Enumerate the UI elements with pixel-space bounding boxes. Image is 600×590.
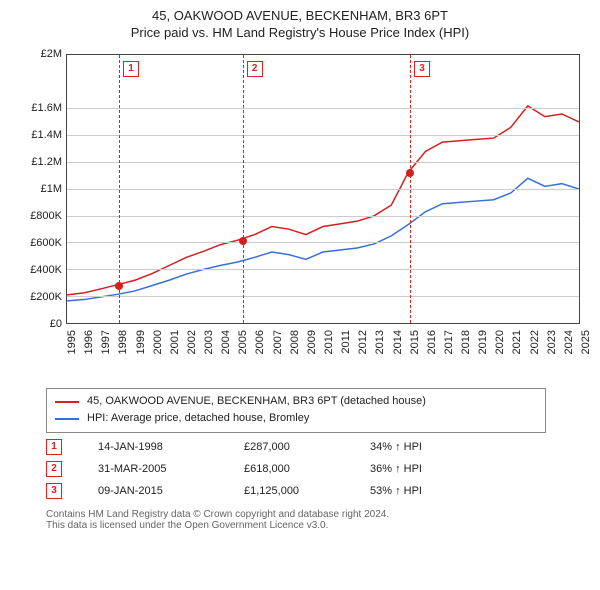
- title-line2: Price paid vs. HM Land Registry's House …: [10, 25, 590, 42]
- event-row-1: 2 31-MAR-2005 £618,000 36% ↑ HPI: [46, 461, 590, 477]
- event-marker-1: 2: [46, 461, 62, 477]
- y-tick-label: £800K: [10, 210, 62, 222]
- x-tick-label: 2017: [443, 330, 455, 370]
- gridline-h: [67, 269, 579, 270]
- event-change-0: 34% ↑ HPI: [370, 441, 480, 453]
- event-price-2: £1,125,000: [244, 485, 334, 497]
- event-change-2: 53% ↑ HPI: [370, 485, 480, 497]
- x-tick-label: 1996: [83, 330, 95, 370]
- x-tick-label: 2016: [426, 330, 438, 370]
- x-tick-label: 2015: [409, 330, 421, 370]
- y-tick-label: £0: [10, 318, 62, 330]
- gridline-h: [67, 296, 579, 297]
- attribution: Contains HM Land Registry data © Crown c…: [46, 509, 566, 531]
- series-line: [67, 106, 579, 295]
- x-tick-label: 2003: [203, 330, 215, 370]
- event-point-dot: [115, 282, 123, 290]
- gridline-h: [67, 242, 579, 243]
- event-vline: [243, 55, 244, 323]
- x-tick-label: 2011: [340, 330, 352, 370]
- legend: 45, OAKWOOD AVENUE, BECKENHAM, BR3 6PT (…: [46, 388, 546, 433]
- x-tick-label: 2019: [477, 330, 489, 370]
- x-tick-label: 2012: [357, 330, 369, 370]
- series-line: [67, 178, 579, 301]
- events-table: 1 14-JAN-1998 £287,000 34% ↑ HPI 2 31-MA…: [46, 439, 590, 499]
- gridline-h: [67, 108, 579, 109]
- event-marker-on-chart: 2: [247, 61, 263, 77]
- event-date-1: 31-MAR-2005: [98, 463, 208, 475]
- attribution-line1: Contains HM Land Registry data © Crown c…: [46, 509, 566, 520]
- y-tick-label: £2M: [10, 48, 62, 60]
- x-tick-label: 1995: [66, 330, 78, 370]
- legend-label-1: HPI: Average price, detached house, Brom…: [87, 410, 309, 428]
- legend-swatch-0: [55, 401, 79, 403]
- event-price-1: £618,000: [244, 463, 334, 475]
- x-tick-label: 1999: [135, 330, 147, 370]
- title-line1: 45, OAKWOOD AVENUE, BECKENHAM, BR3 6PT: [152, 8, 448, 23]
- plot-box: 1 2 3: [66, 54, 580, 324]
- legend-label-0: 45, OAKWOOD AVENUE, BECKENHAM, BR3 6PT (…: [87, 393, 426, 411]
- legend-row-0: 45, OAKWOOD AVENUE, BECKENHAM, BR3 6PT (…: [55, 393, 537, 411]
- x-tick-label: 2023: [546, 330, 558, 370]
- x-tick-label: 2007: [272, 330, 284, 370]
- x-tick-label: 2009: [306, 330, 318, 370]
- legend-swatch-1: [55, 418, 79, 420]
- y-tick-label: £600K: [10, 237, 62, 249]
- x-tick-label: 2013: [374, 330, 386, 370]
- x-tick-label: 2018: [460, 330, 472, 370]
- x-tick-label: 2014: [392, 330, 404, 370]
- y-tick-label: £200K: [10, 291, 62, 303]
- gridline-h: [67, 189, 579, 190]
- x-tick-label: 2022: [529, 330, 541, 370]
- attribution-line2: This data is licensed under the Open Gov…: [46, 520, 566, 531]
- event-marker-on-chart: 1: [123, 61, 139, 77]
- x-tick-label: 2020: [494, 330, 506, 370]
- y-tick-label: £1.4M: [10, 129, 62, 141]
- x-tick-label: 2008: [289, 330, 301, 370]
- event-marker-0: 1: [46, 439, 62, 455]
- event-marker-on-chart: 3: [414, 61, 430, 77]
- x-tick-label: 2010: [323, 330, 335, 370]
- x-tick-label: 2001: [169, 330, 181, 370]
- x-tick-label: 2005: [237, 330, 249, 370]
- y-tick-label: £400K: [10, 264, 62, 276]
- event-date-2: 09-JAN-2015: [98, 485, 208, 497]
- legend-row-1: HPI: Average price, detached house, Brom…: [55, 410, 537, 428]
- x-tick-label: 2004: [220, 330, 232, 370]
- event-price-0: £287,000: [244, 441, 334, 453]
- x-tick-label: 1997: [100, 330, 112, 370]
- event-date-0: 14-JAN-1998: [98, 441, 208, 453]
- chart-area: 1 2 3 £0 £200K £400K £600K £800K £1M £1.2M £1.4M £…: [10, 48, 590, 378]
- x-tick-label: 2025: [580, 330, 592, 370]
- y-tick-label: £1.6M: [10, 102, 62, 114]
- event-marker-2: 3: [46, 483, 62, 499]
- chart-title: 45, OAKWOOD AVENUE, BECKENHAM, BR3 6PT P…: [10, 8, 590, 42]
- x-tick-label: 2000: [152, 330, 164, 370]
- x-tick-label: 2002: [186, 330, 198, 370]
- event-row-0: 1 14-JAN-1998 £287,000 34% ↑ HPI: [46, 439, 590, 455]
- event-point-dot: [406, 169, 414, 177]
- x-tick-label: 2024: [563, 330, 575, 370]
- event-change-1: 36% ↑ HPI: [370, 463, 480, 475]
- event-row-2: 3 09-JAN-2015 £1,125,000 53% ↑ HPI: [46, 483, 590, 499]
- y-tick-label: £1M: [10, 183, 62, 195]
- x-tick-label: 2021: [511, 330, 523, 370]
- gridline-h: [67, 216, 579, 217]
- gridline-h: [67, 162, 579, 163]
- gridline-h: [67, 135, 579, 136]
- x-tick-label: 2006: [254, 330, 266, 370]
- event-vline: [410, 55, 411, 323]
- x-tick-label: 1998: [117, 330, 129, 370]
- event-point-dot: [239, 237, 247, 245]
- y-tick-label: £1.2M: [10, 156, 62, 168]
